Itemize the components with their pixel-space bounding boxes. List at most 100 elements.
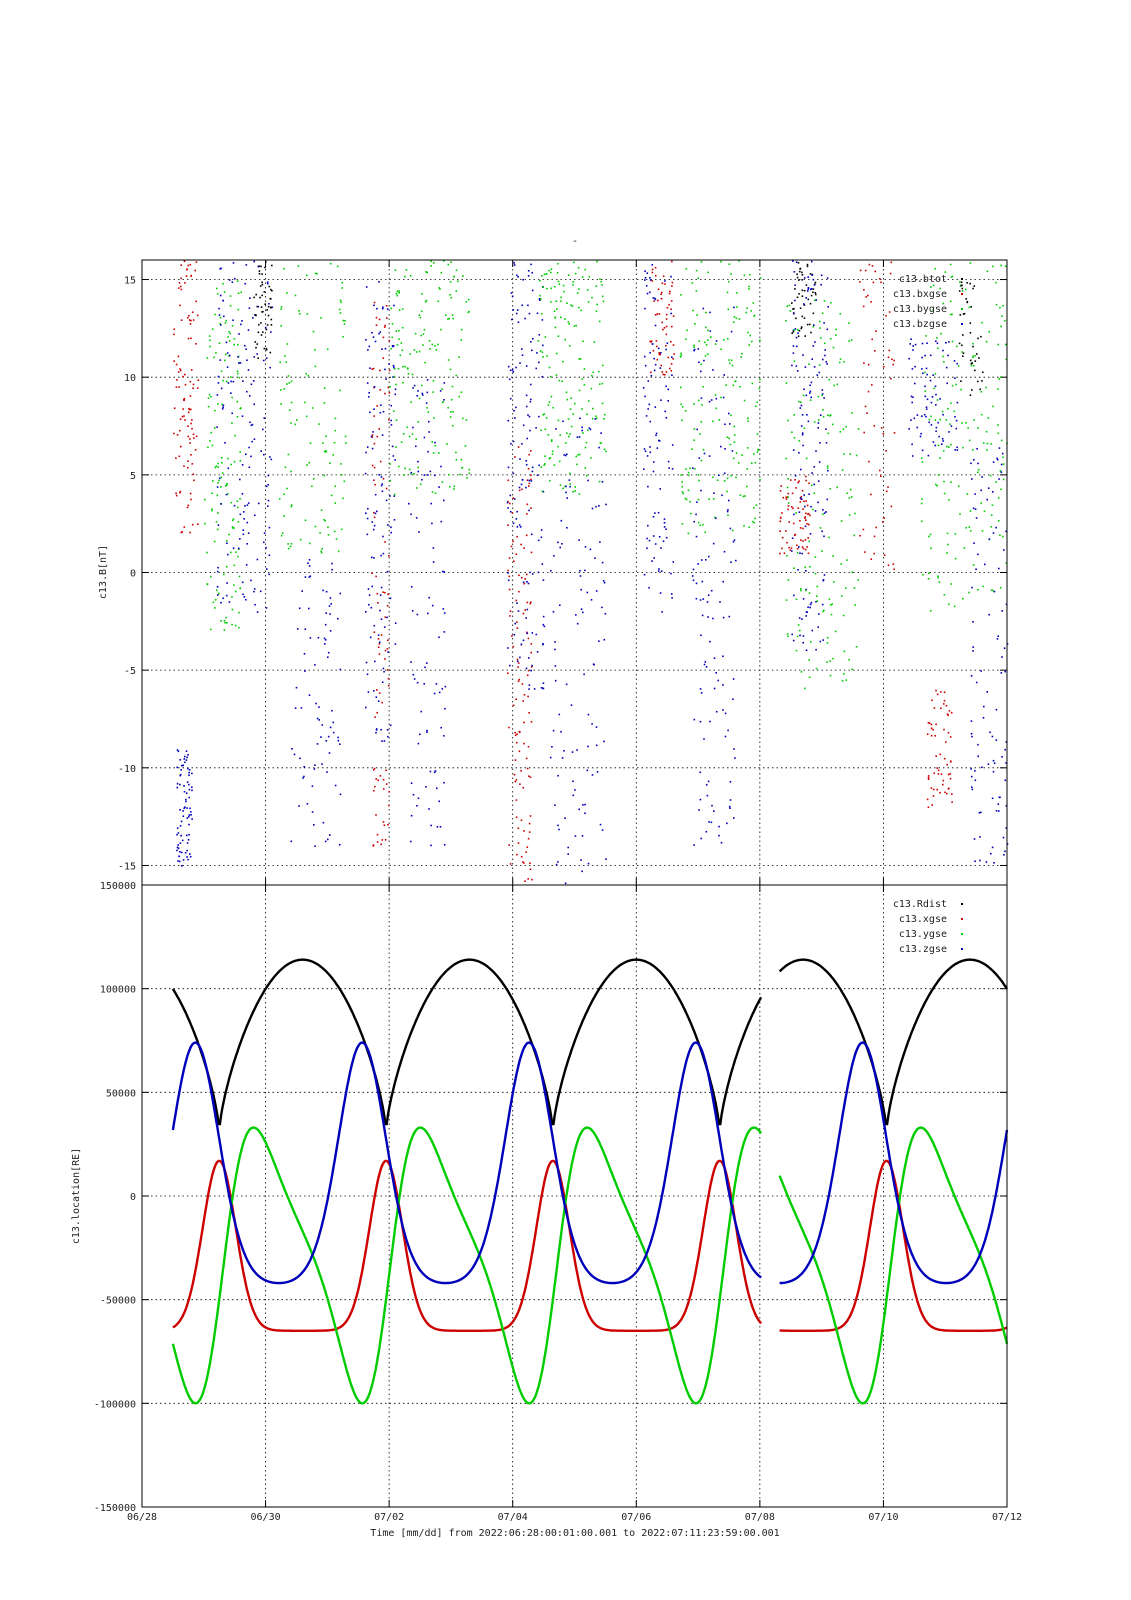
scatter-point bbox=[680, 352, 682, 355]
scatter-point bbox=[384, 392, 386, 395]
scatter-point bbox=[864, 405, 867, 408]
scatter-point bbox=[665, 385, 667, 388]
scatter-point bbox=[814, 572, 817, 575]
scatter-point bbox=[248, 466, 251, 469]
scatter-point bbox=[823, 609, 825, 612]
scatter-point bbox=[558, 713, 561, 716]
scatter-point bbox=[568, 435, 570, 438]
scatter-point bbox=[605, 503, 607, 506]
scatter-point bbox=[720, 396, 722, 399]
scatter-point bbox=[311, 811, 314, 813]
scatter-point bbox=[1000, 264, 1002, 267]
scatter-point bbox=[443, 781, 445, 784]
scatter-point bbox=[581, 870, 583, 873]
scatter-point bbox=[951, 275, 954, 278]
scatter-point bbox=[552, 610, 555, 613]
scatter-point bbox=[186, 781, 189, 783]
scatter-point bbox=[796, 273, 798, 276]
scatter-point bbox=[817, 626, 819, 628]
scatter-point bbox=[567, 846, 569, 849]
scatter-point bbox=[990, 514, 993, 516]
scatter-point bbox=[210, 628, 212, 631]
scatter-point bbox=[179, 304, 181, 307]
scatter-point bbox=[365, 286, 368, 288]
scatter-point bbox=[509, 615, 511, 617]
scatter-point bbox=[375, 729, 378, 731]
scatter-point bbox=[283, 493, 285, 496]
scatter-point bbox=[911, 455, 914, 457]
scatter-point bbox=[378, 281, 380, 283]
scatter-point bbox=[255, 346, 257, 349]
scatter-point bbox=[833, 384, 835, 387]
scatter-point bbox=[258, 272, 261, 275]
scatter-point bbox=[848, 658, 850, 661]
scatter-point bbox=[188, 407, 190, 410]
scatter-point bbox=[695, 597, 698, 600]
scatter-point bbox=[396, 294, 399, 297]
scatter-point bbox=[730, 273, 732, 275]
scatter-point bbox=[193, 479, 195, 482]
scatter-point bbox=[580, 859, 582, 861]
scatter-point bbox=[380, 554, 382, 557]
scatter-point bbox=[996, 457, 998, 460]
scatter-point bbox=[312, 330, 315, 333]
scatter-point bbox=[387, 639, 389, 642]
legend-label: c13.zgse bbox=[899, 944, 947, 955]
scatter-point bbox=[828, 536, 830, 539]
scatter-point bbox=[308, 559, 311, 561]
legend-swatch bbox=[961, 948, 963, 950]
scatter-point bbox=[911, 443, 913, 446]
scatter-point bbox=[422, 344, 424, 346]
scatter-point bbox=[187, 264, 190, 267]
scatter-point bbox=[428, 596, 430, 599]
scatter-point bbox=[231, 325, 234, 327]
scatter-point bbox=[971, 775, 973, 778]
scatter-point bbox=[260, 450, 262, 452]
scatter-point bbox=[796, 329, 799, 331]
scatter-point bbox=[722, 655, 724, 658]
scatter-point bbox=[512, 472, 515, 475]
scatter-point bbox=[792, 312, 795, 314]
scatter-point bbox=[509, 502, 511, 505]
scatter-point bbox=[280, 325, 282, 327]
scatter-point bbox=[218, 307, 220, 310]
x-axis-label: Time [mm/dd] from 2022:06:28:00:01:00.00… bbox=[370, 1528, 779, 1539]
scatter-point bbox=[596, 303, 598, 306]
scatter-point bbox=[866, 412, 868, 414]
scatter-point bbox=[1003, 647, 1006, 649]
scatter-point bbox=[530, 480, 533, 482]
scatter-point bbox=[565, 391, 568, 394]
scatter-point bbox=[245, 453, 247, 456]
scatter-point bbox=[540, 536, 543, 539]
scatter-point bbox=[797, 335, 800, 338]
scatter-point bbox=[851, 412, 853, 414]
scatter-point bbox=[995, 526, 997, 529]
scatter-point bbox=[468, 468, 471, 471]
scatter-point bbox=[823, 342, 826, 345]
scatter-point bbox=[724, 448, 726, 450]
scatter-point bbox=[796, 551, 799, 554]
scatter-point bbox=[179, 491, 181, 494]
scatter-point bbox=[391, 323, 394, 325]
scatter-point bbox=[229, 332, 232, 335]
scatter-point bbox=[434, 770, 437, 772]
scatter-point bbox=[179, 842, 182, 844]
scatter-point bbox=[332, 454, 334, 456]
scatter-point bbox=[555, 300, 558, 302]
scatter-point bbox=[376, 510, 378, 513]
scatter-point bbox=[251, 440, 253, 443]
scatter-point bbox=[788, 304, 791, 307]
scatter-point bbox=[681, 481, 683, 483]
scatter-point bbox=[385, 487, 388, 490]
scatter-point bbox=[187, 316, 189, 319]
scatter-point bbox=[379, 460, 382, 463]
scatter-point bbox=[672, 315, 675, 317]
scatter-point bbox=[258, 323, 260, 326]
scatter-point bbox=[549, 457, 551, 459]
scatter-point bbox=[246, 543, 248, 545]
scatter-point bbox=[531, 466, 534, 469]
scatter-point bbox=[321, 547, 323, 550]
scatter-point bbox=[932, 795, 935, 797]
scatter-point bbox=[800, 671, 803, 673]
scatter-point bbox=[843, 360, 845, 363]
